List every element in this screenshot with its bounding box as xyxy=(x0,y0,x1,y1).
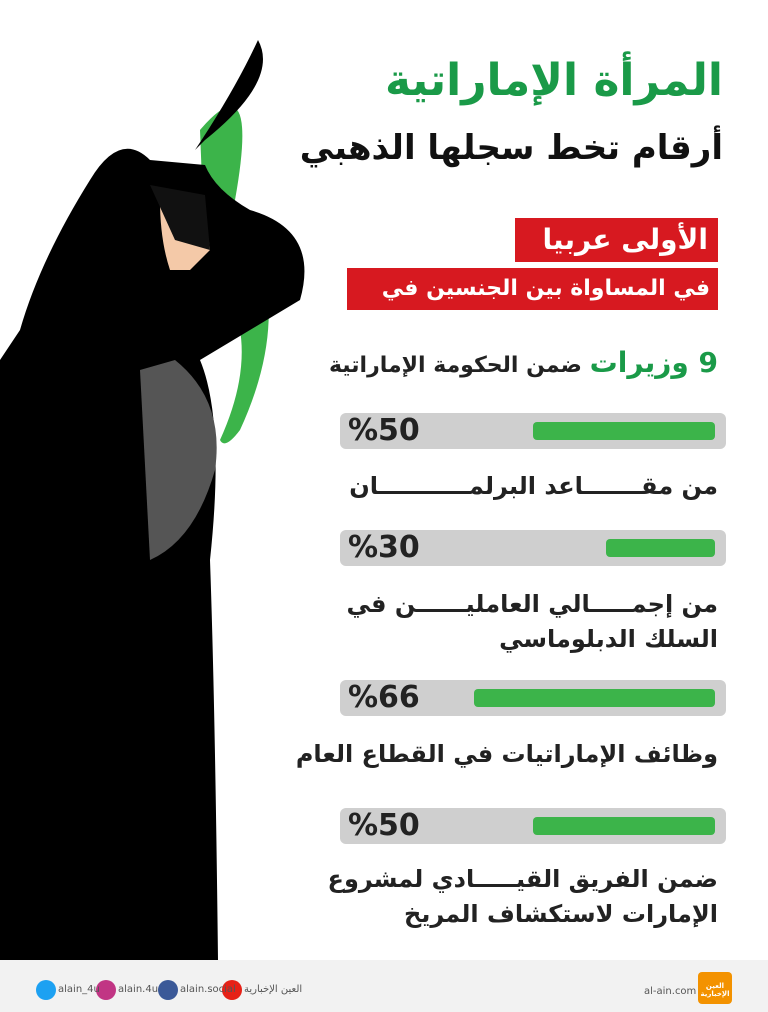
bar-description: الإمارات لاستكشاف المريخ xyxy=(404,900,718,928)
bar-label: %50 xyxy=(348,413,420,448)
youtube-icon xyxy=(222,980,242,1000)
ministers-highlight: 9 وزيرات xyxy=(589,346,718,379)
bar-track: %66 xyxy=(340,680,726,716)
bar-track: %30 xyxy=(340,530,726,566)
bar xyxy=(474,689,715,707)
facebook[interactable]: alain.social xyxy=(180,984,236,995)
footer: alain_4u alain.4u alain.social العين الإ… xyxy=(0,960,768,1012)
site[interactable]: al-ain.com xyxy=(644,986,697,997)
bar-track: %50 xyxy=(340,413,726,449)
bar-description: السلك الدبلوماسي xyxy=(499,625,718,653)
bar-description: وظائف الإماراتيات في القطاع العام xyxy=(295,740,718,768)
logo: العين الإخبارية xyxy=(700,982,730,998)
title: المرأة الإماراتية xyxy=(384,55,723,106)
facebook-icon xyxy=(158,980,178,1000)
dress xyxy=(140,360,217,560)
scarf-tip xyxy=(195,40,263,150)
instagram[interactable]: alain.4u xyxy=(118,984,159,995)
footer-icons xyxy=(36,972,732,1004)
badge-detail: في المساواة بين الجنسين في 2019 xyxy=(347,268,718,343)
badge-headline: الأولى عربيا xyxy=(515,218,718,262)
bar-track: %50 xyxy=(340,808,726,844)
bar-description: من إجمـــــالي العامليــــــن في xyxy=(346,590,718,618)
bar-label: %50 xyxy=(348,808,420,843)
youtube[interactable]: العين الإخبارية xyxy=(244,984,303,995)
twitter[interactable]: alain_4u xyxy=(58,984,100,995)
subtitle: أرقام تخط سجلها الذهبي xyxy=(299,128,723,168)
instagram-icon xyxy=(96,980,116,1000)
bar xyxy=(532,422,715,440)
bar-label: %30 xyxy=(348,530,420,565)
ministers: 9 وزيرات ضمن الحكومة الإماراتية xyxy=(329,346,718,379)
bar-description: ضمن الفريق القيـــــادي لمشروع xyxy=(327,865,718,893)
bar xyxy=(605,539,715,557)
logo-box xyxy=(698,972,732,1004)
bar-description: من مقـــــــاعد البرلمـــــــــــان xyxy=(349,472,718,500)
bar-label: %66 xyxy=(348,680,420,715)
ministers-text: ضمن الحكومة الإماراتية xyxy=(328,353,582,378)
burqa xyxy=(150,185,210,250)
twitter-icon xyxy=(36,980,56,1000)
bar xyxy=(532,817,715,835)
